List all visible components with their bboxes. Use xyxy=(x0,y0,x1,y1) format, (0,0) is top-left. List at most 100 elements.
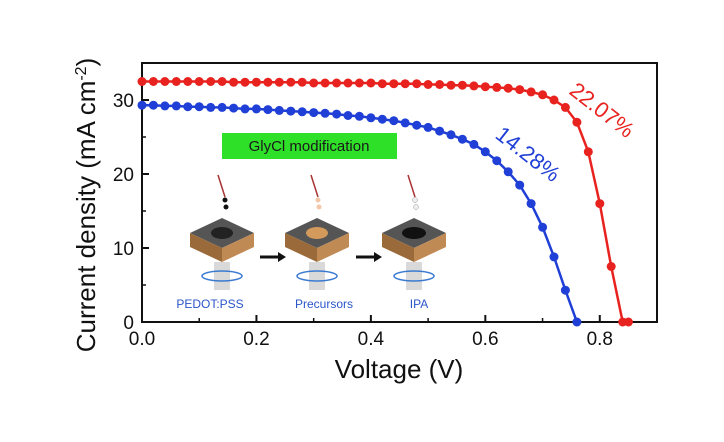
x-tick-label: 0.2 xyxy=(243,329,269,350)
data-point xyxy=(538,90,548,100)
data-point xyxy=(217,77,227,86)
series-1 xyxy=(137,77,633,327)
data-point xyxy=(194,77,204,86)
annotation-blue-efficiency: 14.28% xyxy=(491,121,565,187)
inset-title-background xyxy=(222,133,397,159)
spin-coater-step-1 xyxy=(190,174,254,290)
step-label-precursors: Precursors xyxy=(295,297,353,311)
data-point xyxy=(400,79,410,89)
y-axis-title: Current density (mA cm-2) xyxy=(71,58,101,353)
data-point xyxy=(423,80,433,89)
x-tick-label: 0.8 xyxy=(587,329,613,350)
data-point xyxy=(183,77,193,86)
data-point xyxy=(560,285,570,295)
data-point xyxy=(148,100,158,110)
data-point xyxy=(229,103,239,113)
data-point xyxy=(389,116,399,126)
data-point xyxy=(366,113,376,123)
data-point xyxy=(171,77,181,86)
data-point xyxy=(377,114,387,124)
data-point xyxy=(206,77,216,86)
step-arrow-1 xyxy=(260,252,286,262)
data-point xyxy=(274,77,284,87)
data-point xyxy=(469,81,479,91)
data-point xyxy=(332,109,342,119)
data-point xyxy=(423,122,433,132)
data-point xyxy=(492,156,502,166)
data-point xyxy=(549,95,559,105)
data-point xyxy=(400,118,410,128)
data-point xyxy=(160,77,170,86)
data-point xyxy=(194,102,204,112)
data-point xyxy=(503,83,513,93)
data-point xyxy=(583,147,593,157)
data-point xyxy=(309,78,319,88)
x-axis-title: Voltage (V) xyxy=(335,354,464,384)
data-point xyxy=(526,199,536,209)
data-point xyxy=(435,80,445,89)
axes-layer: 0.0 0.2 0.4 0.6 0.8 0 10 20 30 xyxy=(113,91,613,350)
data-point xyxy=(297,107,307,117)
data-point xyxy=(572,117,582,127)
data-point xyxy=(595,199,605,209)
data-point xyxy=(515,180,525,190)
data-point xyxy=(137,77,147,86)
data-point xyxy=(251,77,261,87)
y-tick-label: 30 xyxy=(113,91,134,112)
data-point xyxy=(240,104,250,114)
data-point xyxy=(297,77,307,87)
data-point xyxy=(343,78,353,88)
data-point xyxy=(457,80,467,90)
data-point xyxy=(503,167,513,177)
data-point xyxy=(160,101,170,111)
data-point xyxy=(480,82,490,92)
data-point xyxy=(240,77,250,87)
data-point xyxy=(435,126,445,136)
data-point xyxy=(274,105,284,115)
data-point xyxy=(206,102,216,112)
data-point xyxy=(137,100,147,110)
data-point xyxy=(251,104,261,114)
data-point xyxy=(148,77,158,86)
y-tick-label: 10 xyxy=(113,239,134,260)
y-tick-label: 0 xyxy=(123,313,134,334)
data-point xyxy=(309,108,319,118)
data-point xyxy=(446,130,456,140)
data-point xyxy=(572,317,582,327)
x-tick-label: 0.6 xyxy=(472,329,498,350)
data-point xyxy=(480,147,490,157)
data-point xyxy=(263,105,273,115)
inset-illustration: GlyCl modification xyxy=(176,133,446,311)
spin-coater-step-3 xyxy=(382,174,446,290)
data-point xyxy=(229,77,239,87)
step-arrow-2 xyxy=(356,252,382,262)
data-point xyxy=(515,85,525,95)
data-point xyxy=(366,78,376,88)
inset-title: GlyCl modification xyxy=(249,138,370,155)
x-tick-label: 0.0 xyxy=(129,329,155,350)
data-point xyxy=(320,108,330,118)
data-point xyxy=(332,78,342,88)
series-layer xyxy=(137,77,633,327)
x-tick-label: 0.4 xyxy=(358,329,385,350)
data-point xyxy=(354,78,364,88)
data-point xyxy=(606,262,616,271)
data-point xyxy=(412,79,422,89)
data-point xyxy=(549,252,559,262)
spin-coater-step-2 xyxy=(285,174,349,290)
data-point xyxy=(286,106,296,116)
data-point xyxy=(354,111,364,121)
data-point xyxy=(560,102,570,112)
data-point xyxy=(217,102,227,112)
data-point xyxy=(263,77,273,87)
data-point xyxy=(526,87,536,97)
annotation-red-efficiency: 22.07% xyxy=(565,77,639,143)
data-point xyxy=(457,134,467,144)
data-point xyxy=(389,79,399,89)
data-point xyxy=(469,139,479,149)
step-label-pedot-pss: PEDOT:PSS xyxy=(176,297,243,311)
data-point xyxy=(183,102,193,112)
data-point xyxy=(623,317,633,327)
series-2 xyxy=(137,100,582,327)
